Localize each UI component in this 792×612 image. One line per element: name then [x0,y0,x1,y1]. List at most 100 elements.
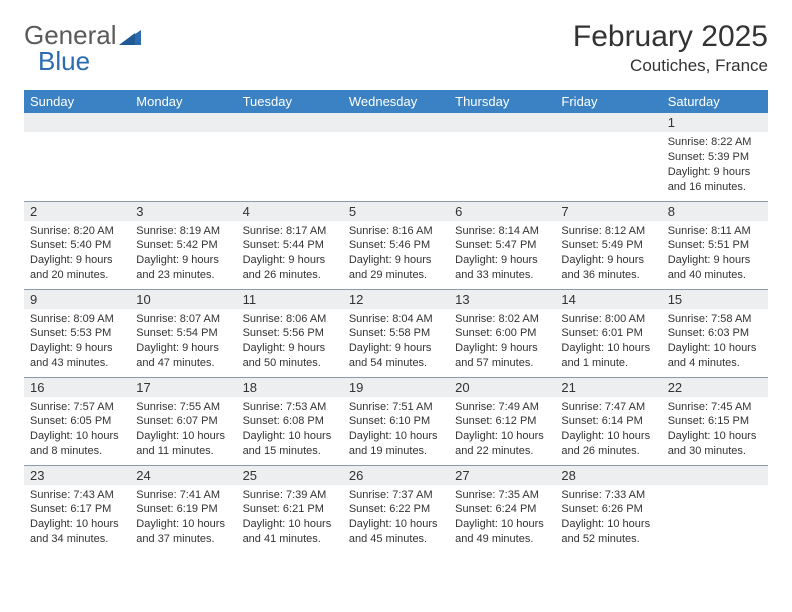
calendar-day-cell: 23Sunrise: 7:43 AMSunset: 6:17 PMDayligh… [24,465,130,553]
calendar-week-row: 1Sunrise: 8:22 AMSunset: 5:39 PMDaylight… [24,113,768,201]
calendar-day-cell [343,113,449,201]
day-data: Sunrise: 8:22 AMSunset: 5:39 PMDaylight:… [662,132,768,198]
day-of-week-row: SundayMondayTuesdayWednesdayThursdayFrid… [24,90,768,113]
day-number [237,113,343,132]
day-data: Sunrise: 8:00 AMSunset: 6:01 PMDaylight:… [555,309,661,375]
day-number: 28 [555,466,661,485]
day-number: 2 [24,202,130,221]
day-data [24,132,130,139]
day-number: 11 [237,290,343,309]
day-data: Sunrise: 8:11 AMSunset: 5:51 PMDaylight:… [662,221,768,287]
calendar-day-cell [237,113,343,201]
day-of-week-header: Thursday [449,90,555,113]
day-number: 13 [449,290,555,309]
calendar-day-cell: 9Sunrise: 8:09 AMSunset: 5:53 PMDaylight… [24,289,130,377]
day-number: 16 [24,378,130,397]
day-number: 25 [237,466,343,485]
day-of-week-header: Monday [130,90,236,113]
calendar-day-cell: 28Sunrise: 7:33 AMSunset: 6:26 PMDayligh… [555,465,661,553]
day-number: 1 [662,113,768,132]
day-data: Sunrise: 8:02 AMSunset: 6:00 PMDaylight:… [449,309,555,375]
calendar-day-cell: 17Sunrise: 7:55 AMSunset: 6:07 PMDayligh… [130,377,236,465]
day-data: Sunrise: 7:51 AMSunset: 6:10 PMDaylight:… [343,397,449,463]
day-data [555,132,661,139]
brand-logo-line2: Blue [24,46,90,77]
calendar-day-cell: 3Sunrise: 8:19 AMSunset: 5:42 PMDaylight… [130,201,236,289]
calendar-week-row: 23Sunrise: 7:43 AMSunset: 6:17 PMDayligh… [24,465,768,553]
day-data: Sunrise: 7:58 AMSunset: 6:03 PMDaylight:… [662,309,768,375]
calendar-day-cell: 16Sunrise: 7:57 AMSunset: 6:05 PMDayligh… [24,377,130,465]
day-number: 24 [130,466,236,485]
day-of-week-header: Saturday [662,90,768,113]
calendar-head: SundayMondayTuesdayWednesdayThursdayFrid… [24,90,768,113]
day-number: 18 [237,378,343,397]
day-number [343,113,449,132]
day-data: Sunrise: 7:39 AMSunset: 6:21 PMDaylight:… [237,485,343,551]
day-data: Sunrise: 8:04 AMSunset: 5:58 PMDaylight:… [343,309,449,375]
calendar-day-cell: 26Sunrise: 7:37 AMSunset: 6:22 PMDayligh… [343,465,449,553]
day-data [449,132,555,139]
day-data: Sunrise: 8:16 AMSunset: 5:46 PMDaylight:… [343,221,449,287]
day-data: Sunrise: 8:20 AMSunset: 5:40 PMDaylight:… [24,221,130,287]
calendar-day-cell: 15Sunrise: 7:58 AMSunset: 6:03 PMDayligh… [662,289,768,377]
day-number [449,113,555,132]
day-number: 22 [662,378,768,397]
day-number: 15 [662,290,768,309]
calendar-day-cell [24,113,130,201]
calendar-day-cell: 25Sunrise: 7:39 AMSunset: 6:21 PMDayligh… [237,465,343,553]
day-number: 7 [555,202,661,221]
day-data: Sunrise: 8:19 AMSunset: 5:42 PMDaylight:… [130,221,236,287]
calendar-day-cell: 5Sunrise: 8:16 AMSunset: 5:46 PMDaylight… [343,201,449,289]
calendar-day-cell: 2Sunrise: 8:20 AMSunset: 5:40 PMDaylight… [24,201,130,289]
day-data: Sunrise: 7:53 AMSunset: 6:08 PMDaylight:… [237,397,343,463]
day-number: 21 [555,378,661,397]
day-data [343,132,449,139]
calendar-day-cell: 10Sunrise: 8:07 AMSunset: 5:54 PMDayligh… [130,289,236,377]
calendar-table: SundayMondayTuesdayWednesdayThursdayFrid… [24,90,768,553]
day-data [662,485,768,492]
calendar-day-cell: 24Sunrise: 7:41 AMSunset: 6:19 PMDayligh… [130,465,236,553]
day-data: Sunrise: 8:09 AMSunset: 5:53 PMDaylight:… [24,309,130,375]
day-data: Sunrise: 7:37 AMSunset: 6:22 PMDaylight:… [343,485,449,551]
day-data: Sunrise: 8:12 AMSunset: 5:49 PMDaylight:… [555,221,661,287]
day-of-week-header: Sunday [24,90,130,113]
calendar-day-cell [662,465,768,553]
calendar-week-row: 9Sunrise: 8:09 AMSunset: 5:53 PMDaylight… [24,289,768,377]
day-data: Sunrise: 8:07 AMSunset: 5:54 PMDaylight:… [130,309,236,375]
calendar-day-cell: 7Sunrise: 8:12 AMSunset: 5:49 PMDaylight… [555,201,661,289]
calendar-day-cell: 21Sunrise: 7:47 AMSunset: 6:14 PMDayligh… [555,377,661,465]
day-data: Sunrise: 7:55 AMSunset: 6:07 PMDaylight:… [130,397,236,463]
calendar-day-cell: 13Sunrise: 8:02 AMSunset: 6:00 PMDayligh… [449,289,555,377]
title-block: February 2025 Coutiches, France [573,20,768,76]
day-data: Sunrise: 7:57 AMSunset: 6:05 PMDaylight:… [24,397,130,463]
day-number: 6 [449,202,555,221]
calendar-week-row: 2Sunrise: 8:20 AMSunset: 5:40 PMDaylight… [24,201,768,289]
calendar-week-row: 16Sunrise: 7:57 AMSunset: 6:05 PMDayligh… [24,377,768,465]
day-number: 9 [24,290,130,309]
calendar-day-cell: 12Sunrise: 8:04 AMSunset: 5:58 PMDayligh… [343,289,449,377]
day-of-week-header: Tuesday [237,90,343,113]
calendar-body: 1Sunrise: 8:22 AMSunset: 5:39 PMDaylight… [24,113,768,553]
day-number: 19 [343,378,449,397]
day-number: 14 [555,290,661,309]
day-data: Sunrise: 8:06 AMSunset: 5:56 PMDaylight:… [237,309,343,375]
calendar-day-cell: 4Sunrise: 8:17 AMSunset: 5:44 PMDaylight… [237,201,343,289]
day-number [662,466,768,485]
brand-part2: Blue [38,46,90,77]
location-label: Coutiches, France [573,56,768,76]
calendar-day-cell: 20Sunrise: 7:49 AMSunset: 6:12 PMDayligh… [449,377,555,465]
day-number: 5 [343,202,449,221]
calendar-day-cell: 19Sunrise: 7:51 AMSunset: 6:10 PMDayligh… [343,377,449,465]
calendar-day-cell: 22Sunrise: 7:45 AMSunset: 6:15 PMDayligh… [662,377,768,465]
calendar-day-cell: 18Sunrise: 7:53 AMSunset: 6:08 PMDayligh… [237,377,343,465]
day-number: 8 [662,202,768,221]
day-number: 12 [343,290,449,309]
day-number: 4 [237,202,343,221]
day-data: Sunrise: 8:14 AMSunset: 5:47 PMDaylight:… [449,221,555,287]
calendar-day-cell: 1Sunrise: 8:22 AMSunset: 5:39 PMDaylight… [662,113,768,201]
day-number: 20 [449,378,555,397]
day-number: 23 [24,466,130,485]
calendar-day-cell: 6Sunrise: 8:14 AMSunset: 5:47 PMDaylight… [449,201,555,289]
calendar-day-cell: 14Sunrise: 8:00 AMSunset: 6:01 PMDayligh… [555,289,661,377]
day-number [24,113,130,132]
